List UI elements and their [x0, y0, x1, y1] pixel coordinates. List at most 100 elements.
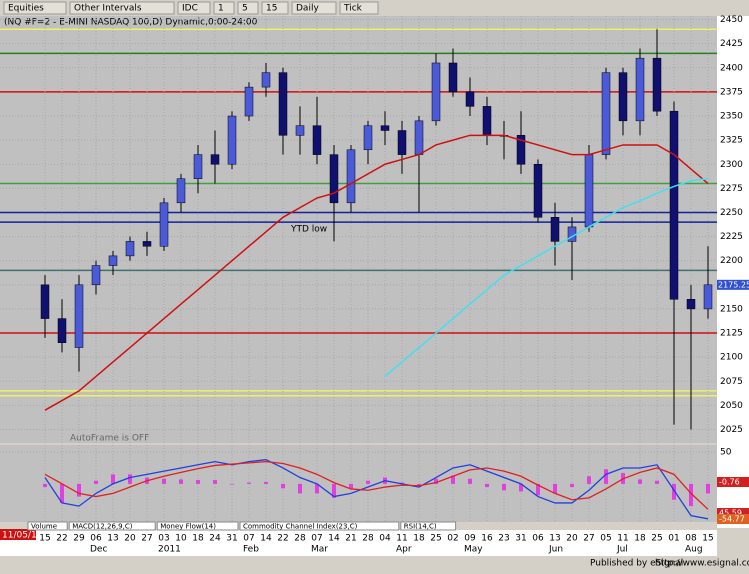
x-tick-label: 27	[583, 534, 594, 544]
candle-body	[635, 57, 645, 122]
readout: -0.76	[719, 478, 740, 487]
candle-body	[40, 284, 50, 319]
candle-body	[295, 125, 305, 136]
candle-body	[227, 115, 237, 165]
toolbar-label[interactable]: IDC	[182, 4, 198, 14]
candle-body	[125, 241, 135, 257]
macd-histogram	[536, 483, 540, 496]
y-tick-label: 2450	[720, 15, 743, 25]
candle-body	[431, 62, 441, 122]
toolbar-label[interactable]: Tick	[343, 4, 363, 14]
tab-label[interactable]: Commodity Channel Index(23,C)	[243, 523, 358, 531]
month-label: Apr	[396, 545, 412, 555]
macd-panel	[0, 445, 717, 522]
x-tick-label: 18	[413, 534, 425, 544]
toolbar-button[interactable]	[69, 1, 175, 15]
x-tick-label: 25	[430, 534, 441, 544]
candle-body	[176, 178, 186, 204]
candle-body	[465, 91, 475, 107]
y-tick-label: 2350	[720, 112, 743, 122]
x-axis-area	[0, 530, 717, 556]
candle-body	[550, 217, 560, 242]
toolbar-label[interactable]: Other Intervals	[74, 4, 142, 14]
tab-label[interactable]: RSI(14,C)	[404, 523, 437, 531]
macd-line	[44, 460, 709, 510]
x-tick-label: 10	[175, 534, 187, 544]
x-tick-label: 27	[141, 534, 152, 544]
month-label: Jul	[616, 545, 628, 555]
macd-histogram	[111, 474, 115, 484]
macd-histogram	[587, 476, 591, 484]
x-tick-label: 28	[294, 534, 306, 544]
macd-histogram	[179, 479, 183, 484]
candle-body	[363, 125, 373, 151]
readout: -54.77	[719, 515, 745, 524]
candle-body	[380, 125, 390, 131]
tab[interactable]	[239, 521, 400, 531]
toolbar-button[interactable]	[261, 1, 289, 15]
x-tick-label: 14	[260, 534, 272, 544]
tab-label[interactable]: Money Flow(14)	[160, 523, 216, 531]
candle-body	[448, 62, 458, 93]
tab-label[interactable]: MACD(12,26,9,C)	[72, 523, 133, 531]
candle-body	[669, 110, 679, 300]
toolbar-button[interactable]	[291, 1, 337, 15]
macd-histogram	[366, 480, 370, 484]
macd-histogram	[349, 483, 353, 489]
candle-body	[618, 72, 628, 122]
toolbar-label[interactable]: 15	[266, 4, 277, 14]
toolbar-label[interactable]: 1	[218, 4, 224, 14]
tab[interactable]	[68, 521, 156, 531]
macd-histogram	[298, 483, 302, 494]
candle-body	[244, 86, 254, 117]
y-tick-label: 2100	[720, 353, 743, 363]
x-tick-label: 07	[311, 534, 322, 544]
macd-histogram	[230, 483, 234, 485]
toolbar-button[interactable]	[213, 1, 235, 15]
last-box	[717, 279, 749, 290]
macd-histogram	[519, 483, 523, 492]
toolbar-label[interactable]: Equities	[8, 4, 44, 14]
x-tick-label: 16	[481, 534, 493, 544]
toolbar-button[interactable]	[177, 1, 211, 15]
footer-url[interactable]: http://www.esignal.com	[655, 559, 749, 569]
toolbar-label[interactable]: Daily	[296, 4, 319, 14]
last-label: 2175.25	[718, 280, 749, 289]
macd-histogram	[706, 483, 710, 494]
tab[interactable]	[156, 521, 239, 531]
macd-line	[44, 459, 709, 520]
x-tick-label: 08	[685, 534, 697, 544]
start-date: 11/05/10	[2, 531, 43, 541]
toolbar-label[interactable]: 5	[242, 4, 248, 14]
readout-box	[717, 477, 749, 487]
month-label: 2011	[158, 545, 181, 555]
price-panel	[0, 16, 717, 443]
candle-body	[397, 130, 407, 155]
x-tick-label: 13	[549, 534, 560, 544]
moving-average	[384, 177, 709, 378]
x-tick-label: 05	[600, 534, 611, 544]
month-label: Feb	[243, 545, 259, 555]
x-tick-label: 07	[243, 534, 254, 544]
candle-body	[652, 57, 662, 112]
x-tick-label: 06	[90, 534, 102, 544]
x-tick-label: 06	[532, 534, 544, 544]
candle-body	[193, 154, 203, 179]
candle-body	[74, 284, 84, 348]
x-tick-label: 20	[566, 534, 578, 544]
tab[interactable]	[400, 521, 457, 531]
month-label: Jun	[548, 545, 563, 555]
x-tick-label: 24	[209, 534, 221, 544]
month-label: Mar	[311, 545, 328, 555]
tab-label[interactable]: Volume	[31, 523, 57, 531]
y-tick-label: 2125	[720, 329, 743, 339]
tab[interactable]	[27, 521, 68, 531]
y-axis-area	[717, 16, 749, 528]
macd-histogram	[94, 480, 98, 484]
x-tick-label: 11	[617, 534, 628, 544]
toolbar-button[interactable]	[3, 1, 67, 15]
y-tick-label: 2200	[720, 256, 743, 266]
toolbar-button[interactable]	[339, 1, 379, 15]
toolbar-button[interactable]	[237, 1, 259, 15]
